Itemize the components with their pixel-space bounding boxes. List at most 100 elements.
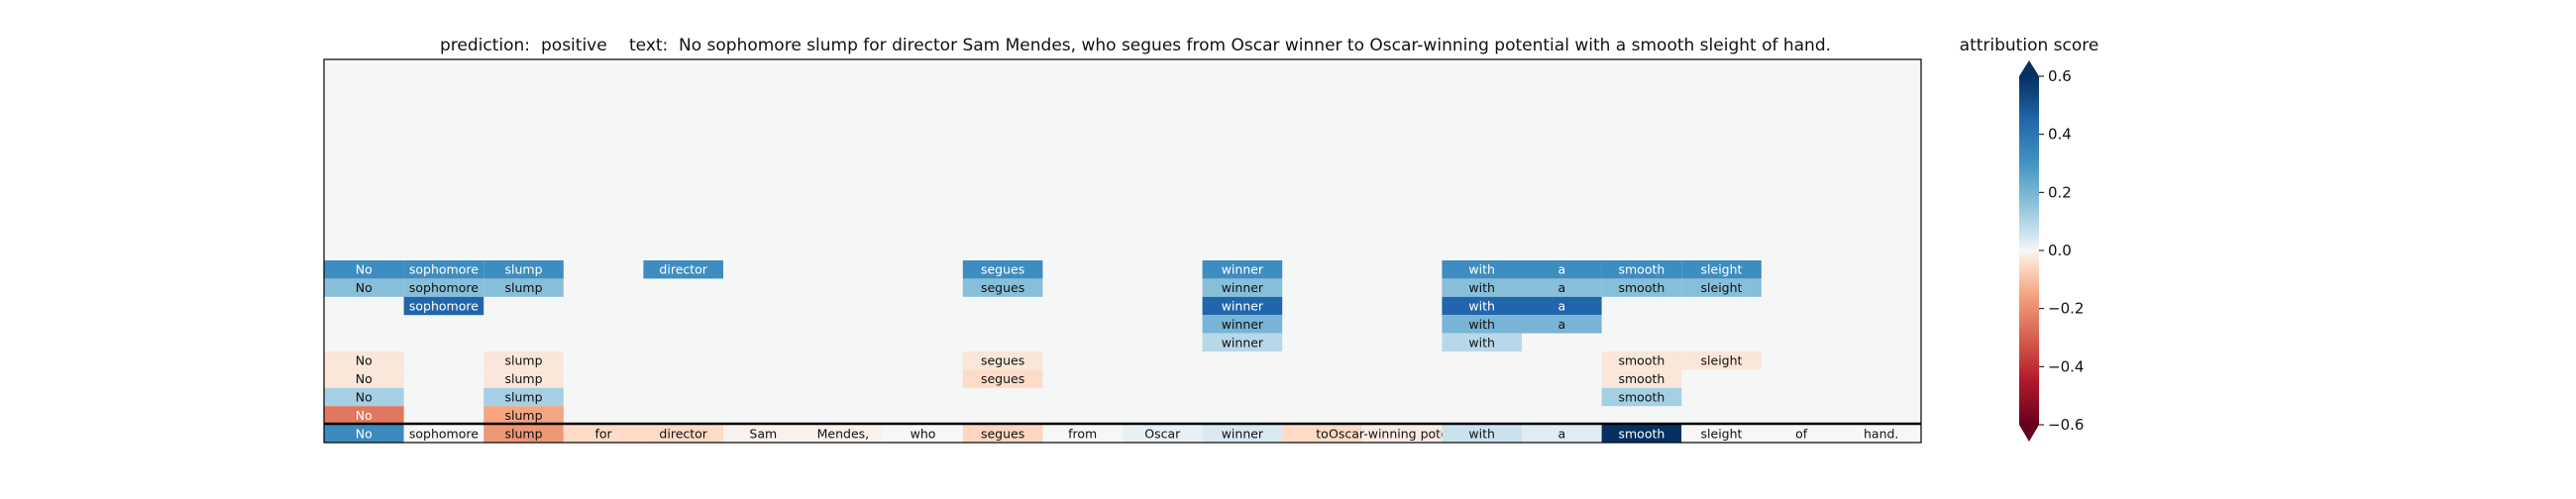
cell-label: a xyxy=(1557,299,1565,314)
cell-label: Sam xyxy=(749,426,777,441)
heatmap-cell xyxy=(1123,424,1203,443)
heatmap-cell xyxy=(962,369,1043,388)
heatmap-cell xyxy=(483,260,564,279)
colorbar-tick-label: −0.2 xyxy=(2048,300,2084,318)
cell-label: with xyxy=(1468,280,1495,295)
heatmap-cell xyxy=(1601,351,1682,370)
cell-label: smooth xyxy=(1618,371,1664,386)
cell-label: smooth xyxy=(1618,426,1664,441)
heatmap-cell xyxy=(723,424,804,443)
colorbar-tick-label: 0.0 xyxy=(2048,242,2072,259)
heatmap-cell xyxy=(1202,278,1283,297)
plot-frame xyxy=(323,58,1922,444)
cell-label: Mendes, xyxy=(817,426,870,441)
cell-label: slump xyxy=(504,262,542,277)
heatmap-cell xyxy=(1442,424,1522,443)
cell-label: No xyxy=(356,280,373,295)
cell-label: a xyxy=(1557,317,1565,332)
cell-label: winner xyxy=(1222,280,1264,295)
cell-label: sleight xyxy=(1701,426,1743,441)
heatmap-cell xyxy=(403,424,484,443)
heatmap-cell xyxy=(403,278,484,297)
heatmap-cell xyxy=(483,369,564,388)
heatmap-cell xyxy=(1601,369,1682,388)
colorbar-tick-label: 0.2 xyxy=(2048,183,2072,201)
cell-label: winner xyxy=(1222,317,1264,332)
heatmap-cell xyxy=(1522,315,1602,334)
cell-label: smooth xyxy=(1618,262,1664,277)
cell-label: from xyxy=(1068,426,1097,441)
cell-label: segues xyxy=(981,353,1024,368)
heatmap-cell xyxy=(563,424,644,443)
cell-label: to xyxy=(1316,426,1329,441)
cell-label: of xyxy=(1795,426,1808,441)
heatmap-cell xyxy=(1522,424,1602,443)
cell-label: sleight xyxy=(1701,262,1743,277)
cell-label: for xyxy=(595,426,613,441)
heatmap-cell xyxy=(1681,424,1762,443)
heatmap-cell xyxy=(1681,278,1762,297)
heatmap-cell xyxy=(883,424,963,443)
colorbar-extend-bottom xyxy=(2019,425,2039,442)
heatmap-cell xyxy=(962,424,1043,443)
cell-label: a xyxy=(1557,426,1565,441)
cell-label: winner xyxy=(1222,299,1264,314)
colorbar-tick-label: 0.6 xyxy=(2048,67,2072,85)
heatmap-cell xyxy=(1202,424,1283,443)
heatmap-cell xyxy=(403,260,484,279)
text-value: No sophomore slump for director Sam Mend… xyxy=(679,36,1831,55)
heatmap-cell xyxy=(403,296,484,316)
cell-label: segues xyxy=(981,371,1024,386)
cell-label: segues xyxy=(981,426,1024,441)
heatmap-cell xyxy=(1202,296,1283,316)
heatmap-cell xyxy=(1522,260,1602,279)
cell-label: No xyxy=(356,390,373,405)
heatmap-cell xyxy=(324,278,404,297)
cell-label: a xyxy=(1557,280,1565,295)
cell-label: with xyxy=(1468,317,1495,332)
heatmap-cell xyxy=(1042,424,1123,443)
cell-label: slump xyxy=(504,353,542,368)
cell-label: segues xyxy=(981,280,1024,295)
heatmap-cell xyxy=(324,406,404,425)
heatmap-cell xyxy=(483,351,564,370)
cell-label: sleight xyxy=(1701,353,1743,368)
cell-label: sophomore xyxy=(409,280,479,295)
heatmap-cell xyxy=(1442,315,1522,334)
heatmap-cell xyxy=(1841,424,1921,443)
cell-label: winner xyxy=(1222,426,1264,441)
cell-label: director xyxy=(659,426,707,441)
heatmap-cell xyxy=(483,387,564,407)
cell-label: slump xyxy=(504,280,542,295)
heatmap-cell xyxy=(962,260,1043,279)
cell-label: a xyxy=(1557,262,1565,277)
heatmap-cell xyxy=(1442,278,1522,297)
cell-label: smooth xyxy=(1618,280,1664,295)
heatmap-cells: No sophomore slump director segues winner with… xyxy=(324,260,1921,443)
cell-label: No xyxy=(356,371,373,386)
heatmap-cell xyxy=(962,351,1043,370)
cell-label: sophomore xyxy=(409,262,479,277)
cell-label: with xyxy=(1468,299,1495,314)
cell-label: slump xyxy=(504,371,542,386)
cell-label: slump xyxy=(504,408,542,423)
heatmap-cell xyxy=(1601,424,1682,443)
heatmap-cell xyxy=(1442,296,1522,316)
heatmap-cell xyxy=(1681,351,1762,370)
heatmap-cell xyxy=(962,278,1043,297)
heatmap-cell xyxy=(1202,260,1283,279)
cell-label: director xyxy=(659,262,707,277)
heatmap-cell xyxy=(1202,315,1283,334)
heatmap-cell xyxy=(643,260,723,279)
heatmap-cell xyxy=(1601,387,1682,407)
heatmap-cell xyxy=(483,406,564,425)
heatmap-cell xyxy=(1202,333,1283,351)
heatmap-cell xyxy=(483,424,564,443)
cell-label: with xyxy=(1468,335,1495,349)
heatmap-cell xyxy=(324,260,404,279)
heatmap-cell xyxy=(324,387,404,407)
cell-label: smooth xyxy=(1618,390,1664,405)
prediction-label: prediction: xyxy=(440,36,530,55)
